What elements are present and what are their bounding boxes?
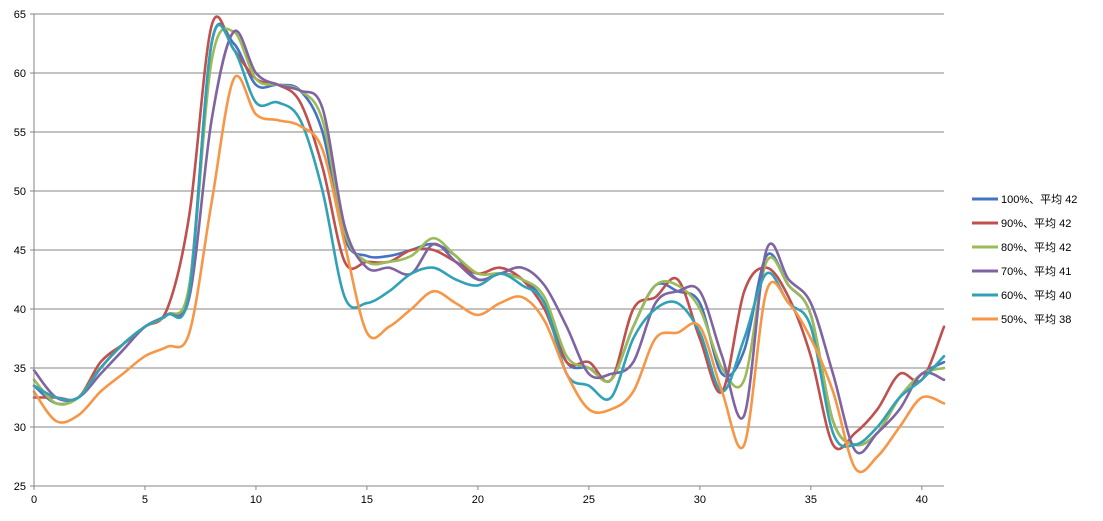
x-tick-label: 10 — [250, 494, 262, 506]
y-tick-label: 25 — [14, 481, 26, 493]
legend-label: 60%、平均 40 — [1001, 289, 1071, 302]
y-tick-label: 55 — [14, 127, 26, 139]
x-tick-label: 40 — [916, 494, 928, 506]
x-tick-label: 5 — [142, 494, 148, 506]
y-tick-labels: 25 30 35 40 45 50 55 60 65 — [14, 9, 26, 493]
x-tick-labels: 0 5 10 15 20 25 30 35 40 — [31, 494, 928, 506]
y-tick-label: 60 — [14, 68, 26, 80]
legend-label: 70%、平均 41 — [1001, 265, 1071, 278]
x-tick-label: 35 — [805, 494, 817, 506]
legend-label: 90%、平均 42 — [1001, 217, 1071, 230]
x-tick-label: 20 — [472, 494, 484, 506]
y-tick-label: 45 — [14, 245, 26, 257]
x-tick-label: 0 — [31, 494, 37, 506]
legend: 100%、平均 42 90%、平均 42 80%、平均 42 70%、平均 41 60%… — [972, 193, 1077, 326]
legend-label: 50%、平均 38 — [1001, 313, 1071, 326]
x-tick-label: 25 — [583, 494, 595, 506]
y-tick-label: 30 — [14, 422, 26, 434]
x-tick-label: 30 — [694, 494, 706, 506]
legend-label: 100%、平均 42 — [1001, 193, 1077, 206]
y-tick-label: 40 — [14, 304, 26, 316]
y-tick-label: 50 — [14, 186, 26, 198]
axes — [30, 13, 944, 490]
series-lines — [32, 15, 946, 474]
y-tick-label: 35 — [14, 363, 26, 375]
series-line-6 — [32, 74, 946, 474]
y-tick-label: 65 — [14, 9, 26, 21]
x-tick-label: 15 — [361, 494, 373, 506]
legend-label: 80%、平均 42 — [1001, 241, 1071, 254]
